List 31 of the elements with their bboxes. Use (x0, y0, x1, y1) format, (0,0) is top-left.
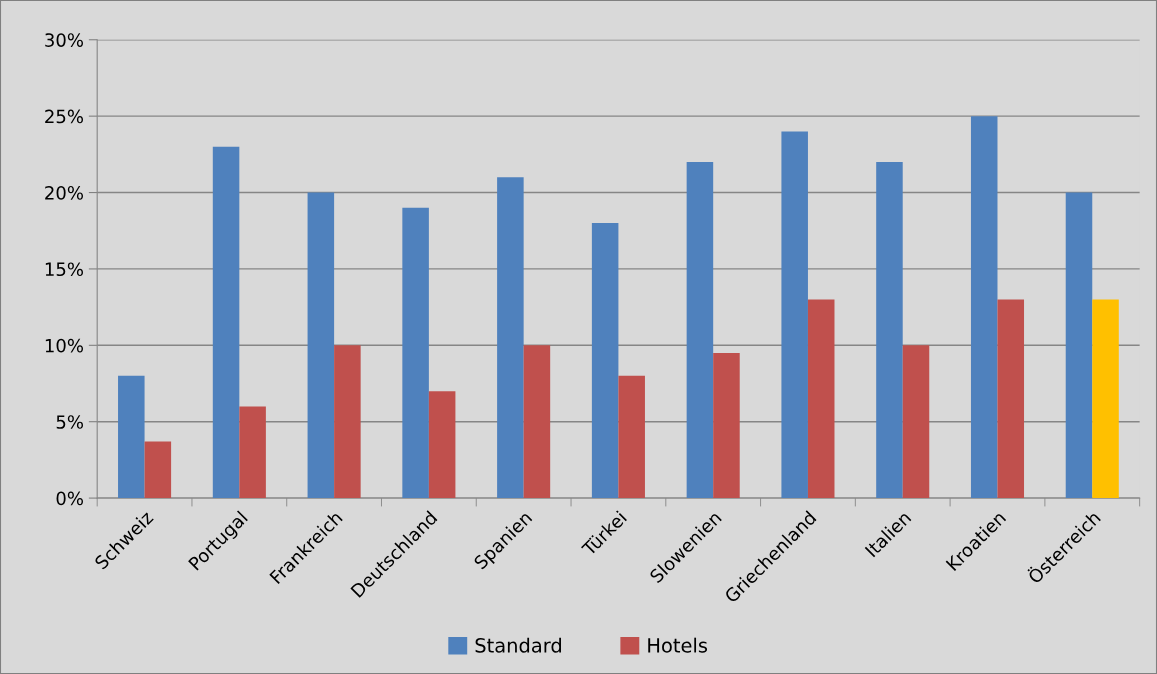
bar (902, 345, 930, 499)
bar (1092, 299, 1119, 499)
bar (497, 177, 524, 499)
bar (970, 116, 998, 499)
bar (307, 192, 335, 499)
y-tick-label: 0% (56, 491, 83, 506)
y-tick-label: 30% (45, 33, 83, 47)
bar (807, 299, 835, 499)
y-tick-label: 5% (56, 415, 83, 429)
bar (523, 345, 551, 499)
bar (118, 375, 145, 499)
y-tick-label: 15% (45, 262, 83, 277)
bar (618, 375, 645, 499)
bar (428, 391, 456, 499)
bar (876, 161, 903, 499)
bar (997, 299, 1025, 499)
y-tick-label: 10% (45, 338, 83, 353)
bar (686, 161, 714, 499)
legend-label: Standard (475, 637, 561, 653)
y-tick-label: 25% (45, 109, 83, 124)
bar (402, 207, 429, 499)
bar (1065, 192, 1093, 499)
bar (239, 406, 266, 499)
bar (334, 345, 361, 499)
bar (713, 352, 740, 499)
bar (591, 223, 619, 499)
bar (212, 146, 240, 499)
legend-label: Hotels (648, 637, 708, 653)
y-tick-label: 20% (45, 186, 83, 200)
bar (781, 131, 808, 499)
bar (144, 441, 172, 499)
